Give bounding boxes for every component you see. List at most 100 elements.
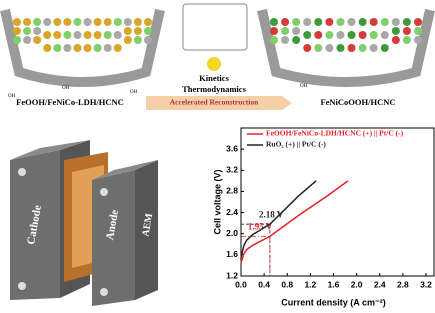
ball (370, 31, 378, 39)
ion-label: OH (300, 84, 308, 89)
ball (124, 18, 132, 26)
x-tick-label: 0.0 (235, 279, 247, 289)
ball (23, 27, 31, 35)
ball (370, 44, 378, 52)
ball (33, 27, 41, 35)
ball (13, 36, 21, 44)
ball (94, 31, 102, 39)
smiley (207, 57, 221, 71)
ball (63, 31, 71, 39)
ball (114, 31, 122, 39)
ball (348, 31, 356, 39)
y-axis-title: Cell voltage (V) (212, 169, 222, 234)
figure: OHOHOHOHHCNCNi²⁺Co²⁺Fe³⁺Ni³⁺Co³⁺ FeOOH/F… (0, 0, 435, 313)
ball (63, 44, 71, 52)
ball (303, 31, 311, 39)
y-tick-label: 2.8 (226, 186, 238, 196)
ball (414, 36, 422, 44)
ball (359, 31, 367, 39)
ball (381, 44, 389, 52)
ball (144, 36, 152, 44)
ball (336, 18, 344, 26)
ball (43, 44, 51, 52)
left-label: FeOOH/FeNiCo-LDH/HCNC (16, 97, 124, 107)
ball (292, 36, 300, 44)
ball (94, 18, 102, 26)
ball (124, 36, 132, 44)
ball (281, 36, 289, 44)
ball (381, 18, 389, 26)
ball (359, 18, 367, 26)
ball (134, 27, 142, 35)
ball (13, 18, 21, 26)
ball (53, 31, 61, 39)
ball (303, 18, 311, 26)
x-tick-label: 0.4 (258, 279, 270, 289)
ball (348, 18, 356, 26)
ball (303, 44, 311, 52)
kinetics: Kinetics (199, 73, 229, 83)
x-tick-label: 1.6 (328, 279, 340, 289)
x-tick-label: 3.2 (420, 279, 432, 289)
x-tick-label: 0.8 (281, 279, 293, 289)
y-tick-label: 3.2 (226, 165, 238, 175)
ion-label: OH (8, 94, 16, 99)
ball (281, 27, 289, 35)
ball (43, 18, 51, 26)
ion-label: OH (62, 86, 70, 91)
ball (23, 36, 31, 44)
x-tick-label: 2.4 (374, 279, 386, 289)
ball (281, 18, 289, 26)
x-tick-label: 1.2 (304, 279, 316, 289)
ball (414, 18, 422, 26)
ball (114, 18, 122, 26)
plot-frame (241, 128, 434, 276)
ball (403, 36, 411, 44)
ball (124, 27, 132, 35)
x-tick-label: 2.0 (351, 279, 363, 289)
ball (73, 44, 81, 52)
ball (292, 27, 300, 35)
ball (33, 18, 41, 26)
ion-label: OH (130, 90, 138, 95)
ball (348, 44, 356, 52)
ball (392, 27, 400, 35)
legend-box (183, 4, 247, 50)
ball (84, 18, 92, 26)
x-tick-label: 2.8 (397, 279, 409, 289)
ball (270, 36, 278, 44)
ball (414, 27, 422, 35)
ball (33, 36, 41, 44)
ball (53, 18, 61, 26)
ball (325, 31, 333, 39)
ball (73, 18, 81, 26)
ball (114, 44, 122, 52)
ball (84, 31, 92, 39)
ball (325, 44, 333, 52)
ball (314, 44, 322, 52)
ball (336, 31, 344, 39)
ball (144, 27, 152, 35)
ball (73, 31, 81, 39)
ball (53, 44, 61, 52)
thermodynamics: Thermodynamics (182, 84, 246, 94)
y-tick-label: 3.6 (226, 143, 238, 153)
ball (314, 31, 322, 39)
ball (392, 18, 400, 26)
chart: 0.00.40.81.21.62.02.42.83.21.21.62.02.42… (212, 128, 434, 307)
ball (336, 44, 344, 52)
legend-entry: RuO₂ (+) || Pt/C (-) (266, 140, 326, 149)
ball (403, 18, 411, 26)
y-tick-label: 1.6 (226, 249, 238, 259)
ball (104, 18, 112, 26)
ball (314, 18, 322, 26)
ball (270, 27, 278, 35)
legend-entry: FeOOH/FeNiCo-LDH/HCNC (+) || Pt/C (-) (266, 129, 404, 138)
ball (134, 18, 142, 26)
ball (370, 18, 378, 26)
x-axis-title: Current density (A cm⁻²) (281, 297, 385, 307)
ball (43, 31, 51, 39)
ball (325, 18, 333, 26)
ball (104, 31, 112, 39)
ball (403, 27, 411, 35)
